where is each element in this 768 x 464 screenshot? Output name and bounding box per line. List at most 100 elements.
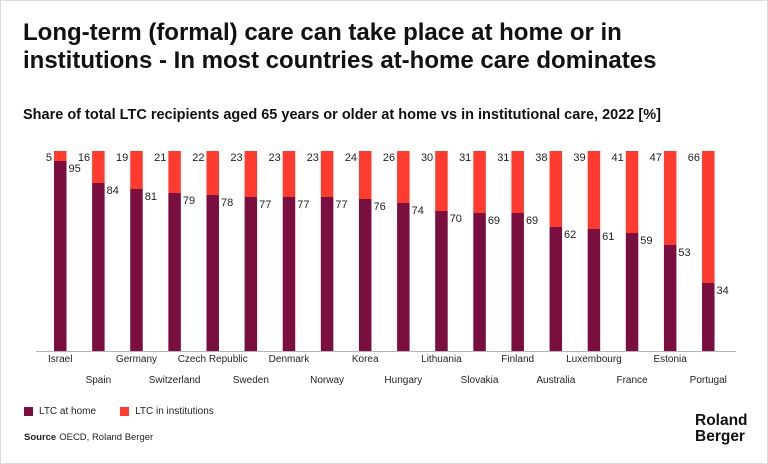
bar-institutions-finland bbox=[511, 151, 524, 213]
bar-home-lithuania bbox=[435, 211, 448, 351]
data-label-institutions-korea: 24 bbox=[345, 152, 357, 164]
chart-subtitle: Share of total LTC recipients aged 65 ye… bbox=[23, 107, 661, 123]
x-tick-label-sweden: Sweden bbox=[233, 375, 269, 386]
x-tick-label-portugal: Portugal bbox=[690, 375, 727, 386]
x-tick-label-finland: Finland bbox=[501, 354, 534, 365]
bar-home-slovakia bbox=[473, 213, 486, 351]
legend-swatch-institutions bbox=[120, 407, 130, 416]
data-label-home-germany: 81 bbox=[145, 191, 157, 203]
roland-berger-logo: Roland Berger bbox=[695, 413, 748, 445]
bar-home-france bbox=[625, 233, 639, 351]
data-label-home-israel: 95 bbox=[69, 163, 81, 175]
data-label-home-spain: 84 bbox=[107, 185, 119, 197]
bar-institutions-czech-republic bbox=[206, 151, 219, 195]
x-tick-label-australia: Australia bbox=[536, 375, 575, 386]
data-label-institutions-czech-republic: 22 bbox=[192, 152, 204, 164]
legend-swatch-home bbox=[24, 407, 33, 416]
data-label-home-denmark: 77 bbox=[297, 199, 309, 211]
x-tick-label-estonia: Estonia bbox=[653, 354, 687, 365]
bar-home-finland bbox=[511, 213, 524, 351]
legend-label-home: LTC at home bbox=[39, 406, 97, 417]
data-label-institutions-hungary: 26 bbox=[383, 152, 395, 164]
bar-institutions-australia bbox=[549, 151, 563, 227]
data-label-home-switzerland: 79 bbox=[183, 195, 195, 207]
bar-institutions-norway bbox=[320, 151, 334, 197]
x-tick-label-france: France bbox=[616, 375, 648, 386]
bar-home-portugal bbox=[702, 283, 715, 351]
bar-institutions-switzerland bbox=[168, 151, 181, 193]
data-label-institutions-australia: 38 bbox=[535, 152, 547, 164]
legend-item-home: LTC at home bbox=[24, 406, 96, 417]
data-label-home-hungary: 74 bbox=[412, 205, 424, 217]
bar-home-hungary bbox=[397, 203, 410, 351]
data-label-home-finland: 69 bbox=[526, 215, 538, 227]
bar-institutions-hungary bbox=[397, 151, 410, 203]
x-tick-label-luxembourg: Luxembourg bbox=[566, 354, 622, 365]
bar-home-czech-republic bbox=[206, 195, 219, 351]
x-tick-label-slovakia: Slovakia bbox=[461, 375, 499, 386]
bar-institutions-france bbox=[625, 151, 639, 233]
source-note: Source OECD, Roland Berger bbox=[24, 432, 153, 443]
bar-institutions-korea bbox=[358, 151, 372, 199]
data-label-home-portugal: 34 bbox=[717, 285, 729, 297]
bar-home-germany bbox=[130, 189, 143, 351]
bar-institutions-israel bbox=[54, 151, 67, 161]
bar-institutions-sweden bbox=[244, 151, 258, 197]
bar-institutions-luxembourg bbox=[587, 151, 601, 229]
logo-line-1: Roland bbox=[695, 412, 748, 429]
bar-home-estonia bbox=[663, 245, 677, 351]
bar-institutions-lithuania bbox=[435, 151, 448, 211]
legend-item-institutions: LTC in institutions bbox=[120, 406, 214, 417]
data-label-institutions-germany: 19 bbox=[116, 152, 128, 164]
bar-institutions-estonia bbox=[663, 151, 677, 245]
data-label-home-france: 59 bbox=[640, 235, 652, 247]
data-label-institutions-switzerland: 21 bbox=[154, 152, 166, 164]
data-label-home-lithuania: 70 bbox=[450, 213, 462, 225]
data-label-institutions-spain: 16 bbox=[78, 152, 90, 164]
x-tick-label-korea: Korea bbox=[352, 354, 379, 365]
data-label-institutions-israel: 5 bbox=[46, 152, 52, 164]
stacked-bar-chart: 595Israel1684Spain1981Germany2179Switzer… bbox=[36, 151, 736, 386]
x-tick-label-spain: Spain bbox=[86, 375, 112, 386]
bar-home-switzerland bbox=[168, 193, 181, 351]
data-label-institutions-norway: 23 bbox=[307, 152, 319, 164]
data-label-home-czech-republic: 78 bbox=[221, 197, 233, 209]
bar-home-denmark bbox=[282, 197, 296, 351]
data-label-institutions-portugal: 66 bbox=[688, 152, 700, 164]
x-tick-label-denmark: Denmark bbox=[269, 354, 311, 365]
x-tick-label-israel: Israel bbox=[48, 354, 72, 365]
source-text: OECD, Roland Berger bbox=[59, 432, 154, 443]
x-tick-label-hungary: Hungary bbox=[384, 375, 422, 386]
bar-institutions-spain bbox=[92, 151, 105, 183]
bar-home-israel bbox=[54, 161, 67, 351]
source-label: Source bbox=[24, 432, 57, 443]
data-label-institutions-france: 41 bbox=[612, 152, 624, 164]
legend-label-institutions: LTC in institutions bbox=[135, 406, 214, 417]
bar-institutions-denmark bbox=[282, 151, 296, 197]
bar-institutions-portugal bbox=[702, 151, 715, 283]
x-tick-label-germany: Germany bbox=[116, 354, 157, 365]
x-tick-label-lithuania: Lithuania bbox=[421, 354, 462, 365]
bar-institutions-slovakia bbox=[473, 151, 486, 213]
data-label-home-korea: 76 bbox=[373, 201, 385, 213]
data-label-institutions-luxembourg: 39 bbox=[573, 152, 585, 164]
bar-home-sweden bbox=[244, 197, 258, 351]
x-tick-label-switzerland: Switzerland bbox=[149, 375, 201, 386]
bar-home-luxembourg bbox=[587, 229, 601, 351]
bar-home-spain bbox=[92, 183, 105, 351]
data-label-home-luxembourg: 61 bbox=[602, 231, 614, 243]
data-label-institutions-denmark: 23 bbox=[268, 152, 280, 164]
data-label-institutions-estonia: 47 bbox=[650, 152, 662, 164]
data-label-institutions-slovakia: 31 bbox=[459, 152, 471, 164]
data-label-home-slovakia: 69 bbox=[488, 215, 500, 227]
bar-institutions-germany bbox=[130, 151, 143, 189]
x-tick-label-czech-republic: Czech Republic bbox=[178, 354, 248, 365]
data-label-institutions-lithuania: 30 bbox=[421, 152, 433, 164]
data-label-institutions-finland: 31 bbox=[497, 152, 509, 164]
bar-home-australia bbox=[549, 227, 563, 351]
x-tick-label-norway: Norway bbox=[310, 375, 344, 386]
bar-home-norway bbox=[320, 197, 334, 351]
chart-title: Long-term (formal) care can take place a… bbox=[23, 19, 657, 74]
data-label-institutions-sweden: 23 bbox=[230, 152, 242, 164]
